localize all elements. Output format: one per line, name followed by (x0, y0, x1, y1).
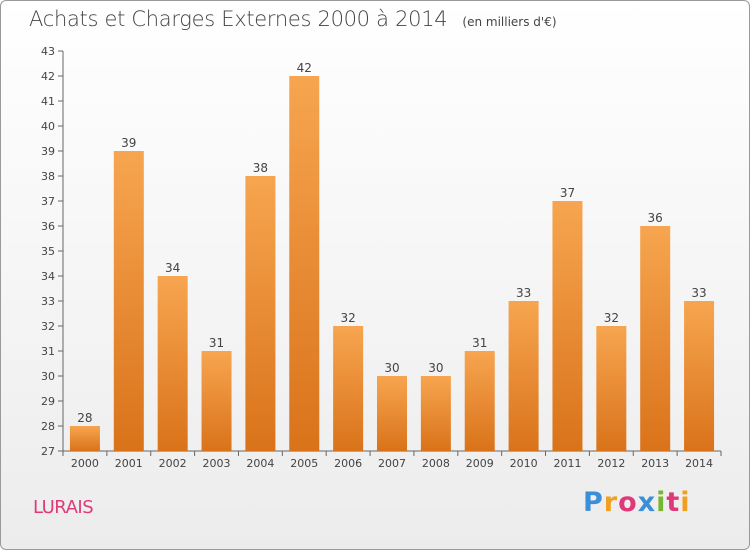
y-tick-label: 28 (41, 420, 55, 433)
brand-letter: P (583, 487, 604, 518)
bar (552, 201, 583, 451)
data-label: 39 (121, 136, 136, 150)
x-tick-label: 2006 (334, 457, 362, 470)
bar (333, 326, 364, 451)
brand-logo: Proxiti (583, 487, 691, 518)
data-label: 42 (297, 61, 312, 75)
x-tick-label: 2013 (641, 457, 669, 470)
x-tick-label: 2003 (203, 457, 231, 470)
x-tick-label: 2001 (115, 457, 143, 470)
data-label: 36 (648, 211, 663, 225)
y-tick-label: 37 (41, 195, 55, 208)
chart-title-block: Achats et Charges Externes 2000 à 2014 (… (29, 7, 557, 31)
bar (508, 301, 539, 451)
bar (420, 376, 451, 451)
bar (113, 151, 144, 451)
bar (640, 226, 671, 451)
data-label: 37 (560, 186, 575, 200)
y-tick-label: 39 (41, 145, 55, 158)
brand-letter: o (618, 487, 638, 518)
x-tick-label: 2012 (597, 457, 625, 470)
y-tick-label: 27 (41, 445, 55, 458)
x-tick-label: 2010 (510, 457, 538, 470)
brand-letter: i (680, 487, 691, 518)
y-tick-label: 43 (41, 45, 55, 58)
y-tick-label: 34 (41, 270, 55, 283)
data-label: 38 (253, 161, 268, 175)
bar (201, 351, 232, 451)
x-tick-label: 2005 (290, 457, 318, 470)
data-label: 28 (77, 411, 92, 425)
bar (157, 276, 188, 451)
bar (596, 326, 627, 451)
x-tick-label: 2000 (71, 457, 99, 470)
x-tick-label: 2007 (378, 457, 406, 470)
bar (464, 351, 495, 451)
data-label: 34 (165, 261, 180, 275)
y-tick-label: 40 (41, 120, 55, 133)
y-tick-label: 32 (41, 320, 55, 333)
x-tick-label: 2002 (159, 457, 187, 470)
x-tick-label: 2009 (466, 457, 494, 470)
brand-letter: t (666, 487, 681, 518)
data-label: 31 (209, 336, 224, 350)
data-label: 30 (384, 361, 399, 375)
town-name: LURAIS (33, 497, 94, 518)
brand-letter: r (603, 487, 619, 518)
y-tick-label: 35 (41, 245, 55, 258)
y-axis: 27 28 29 30 31 32 33 34 35 36 37 38 39 40 41 42 43 (41, 45, 64, 458)
x-axis: 2000 2001 2002 2003 2004 2005 2006 2007 2008 2009… (62, 450, 722, 470)
bars (69, 76, 715, 451)
data-label: 32 (604, 311, 619, 325)
data-labels: 28 39 34 31 38 42 32 30 30 31 33 37 32 36 33 (77, 61, 706, 425)
data-label: 32 (340, 311, 355, 325)
x-tick-label: 2008 (422, 457, 450, 470)
brand-letter: i (656, 487, 667, 518)
y-tick-label: 31 (41, 345, 55, 358)
data-label: 31 (472, 336, 487, 350)
y-tick-label: 38 (41, 170, 55, 183)
bar (245, 176, 276, 451)
x-tick-label: 2014 (685, 457, 713, 470)
y-tick-label: 29 (41, 395, 55, 408)
y-tick-label: 33 (41, 295, 55, 308)
data-label: 33 (516, 286, 531, 300)
data-label: 30 (428, 361, 443, 375)
bar (69, 426, 100, 451)
y-tick-label: 42 (41, 70, 55, 83)
y-tick-label: 30 (41, 370, 55, 383)
bar (289, 76, 320, 451)
x-tick-label: 2011 (553, 457, 581, 470)
chart-title: Achats et Charges Externes 2000 à 2014 (29, 7, 448, 31)
bar (684, 301, 715, 451)
x-tick-label: 2004 (246, 457, 274, 470)
y-tick-label: 36 (41, 220, 55, 233)
brand-letter: x (637, 487, 657, 518)
bar (377, 376, 407, 451)
data-label: 33 (691, 286, 706, 300)
y-tick-label: 41 (41, 95, 55, 108)
chart-subtitle: (en milliers d'€) (462, 15, 557, 29)
